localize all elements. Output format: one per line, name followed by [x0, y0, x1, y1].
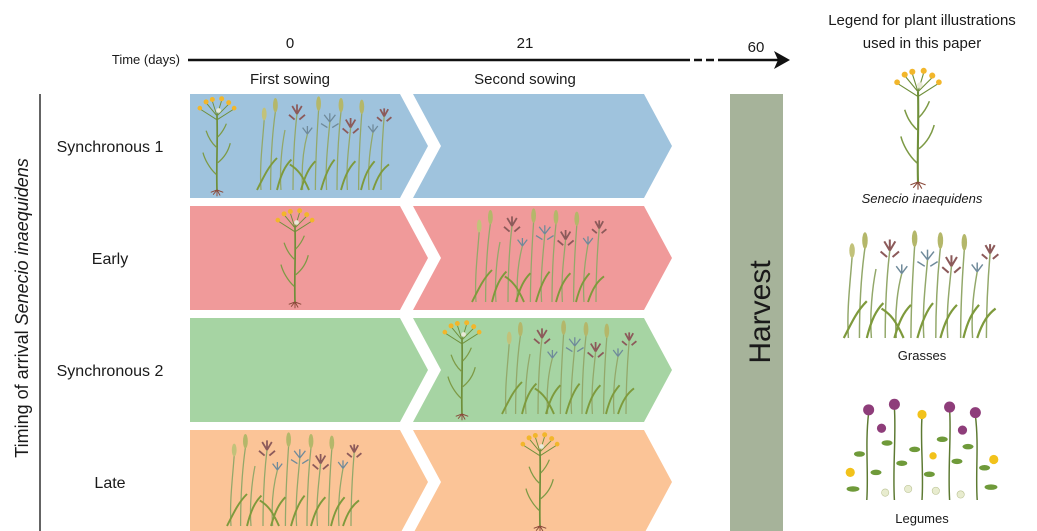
row-label-synchronous-1: Synchronous 1 — [57, 139, 164, 156]
row-synchronous-2-first-sowing-arrow — [190, 318, 428, 422]
legend-grasses-label: Grasses — [898, 348, 947, 363]
arrival-timing-axis: Timing of arrival Senecio inaequidens — [12, 94, 41, 531]
arrival-axis-title-species: Senecio inaequidens — [12, 158, 32, 325]
time-tick-0: 0 — [286, 35, 294, 52]
row-label-early: Early — [92, 251, 128, 268]
harvest-label: Harvest — [744, 260, 777, 364]
row-late-first-sowing-arrow — [190, 430, 428, 531]
arrival-axis-title-prefix: Timing of arrival — [12, 325, 32, 457]
legend-legumes-illustration — [844, 398, 1000, 501]
legend-grasses-illustration — [842, 229, 1000, 340]
time-tick-21: 21 — [517, 35, 534, 52]
legend-title-line1: Legend for plant illustrations — [828, 12, 1016, 29]
row-early-first-sowing-arrow — [190, 206, 428, 310]
row-synchronous-2: Synchronous 2 — [57, 318, 672, 422]
legend-legumes-label: Legumes — [895, 511, 949, 526]
row-synchronous-2-second-sowing-arrow — [413, 318, 672, 422]
harvest-bar: Harvest — [730, 94, 783, 531]
row-synchronous-1: Synchronous 1 — [57, 94, 672, 198]
time-axis-label: Time (days) — [112, 52, 180, 67]
legend-title-line2: used in this paper — [863, 35, 981, 52]
row-late: Late — [94, 430, 672, 531]
row-early: Early — [92, 206, 672, 310]
row-label-synchronous-2: Synchronous 2 — [57, 363, 164, 380]
plant-legend: Legend for plant illustrations used in t… — [828, 12, 1016, 526]
phase-label-second-sowing: Second sowing — [474, 71, 576, 88]
harvest-rect — [730, 94, 783, 531]
treatment-rows: Synchronous 1 Early Synchronous 2 Late — [57, 94, 672, 531]
time-axis-arrowhead — [774, 51, 790, 69]
time-axis: Time (days) 0 21 60 First sowing Second … — [112, 35, 790, 88]
row-late-second-sowing-arrow — [413, 430, 672, 531]
row-label-late: Late — [94, 475, 125, 492]
legend-senecio-label: Senecio inaequidens — [862, 191, 983, 206]
row-synchronous-1-second-sowing-arrow — [413, 94, 672, 198]
time-tick-60: 60 — [748, 39, 765, 56]
row-synchronous-1-first-sowing-arrow — [190, 94, 428, 198]
legend-senecio-illustration — [893, 66, 943, 191]
phase-label-first-sowing: First sowing — [250, 71, 330, 88]
arrival-axis-title: Timing of arrival Senecio inaequidens — [12, 158, 32, 458]
